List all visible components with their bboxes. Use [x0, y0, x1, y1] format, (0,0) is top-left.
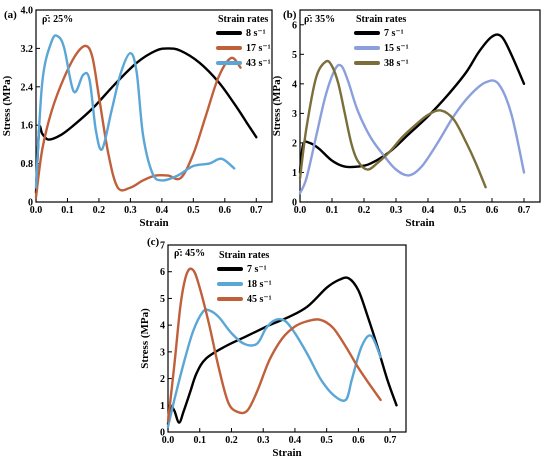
- y-tick-label: 0.8: [21, 159, 34, 170]
- x-tick-label: 0.3: [257, 435, 270, 446]
- x-tick-label: 0.6: [219, 205, 232, 216]
- y-tick-label: 0: [292, 198, 297, 209]
- y-axis-title: Stress (MPa): [139, 308, 151, 369]
- x-axis-title: Strain: [405, 217, 434, 229]
- y-tick-label: 2: [160, 374, 165, 385]
- plot-frame: [167, 244, 407, 433]
- x-tick-label: 0.7: [250, 205, 263, 216]
- legend-entry: 17 s⁻¹: [246, 43, 271, 54]
- series-line-2: [34, 44, 242, 199]
- chart-panel-b: 0.0 0.1 0.2 0.3 0.4 0.5 0.6 0.7 0 1 2 3 4 5 6 Strain Str…: [271, 9, 541, 229]
- x-tick-label: 0.3: [124, 205, 137, 216]
- legend-title: Strain rates: [219, 250, 269, 261]
- y-tick-label: 0: [160, 428, 165, 439]
- series-line-3: [298, 59, 487, 189]
- legend-entry: 7 s⁻¹: [247, 264, 267, 275]
- y-tick-label: 7: [160, 241, 165, 252]
- y-tick-label: 4: [292, 79, 297, 90]
- series-line-2: [166, 308, 382, 428]
- legend-title: Strain rates: [356, 14, 406, 25]
- y-tick-label: 5: [160, 294, 165, 305]
- y-tick-label: 5: [292, 50, 297, 61]
- density-label: ρ̄: 45%: [174, 248, 205, 259]
- x-tick-label: 0.6: [486, 205, 499, 216]
- panel-label: (b): [283, 9, 297, 21]
- chart-panel-c: 0.0 0.1 0.2 0.3 0.4 0.5 0.6 0.7 0 1 2 3 4 5 6 7 Strain St…: [139, 236, 407, 459]
- y-tick-label: 3: [292, 109, 297, 120]
- x-tick-label: 0.5: [187, 205, 200, 216]
- series-line-3: [166, 267, 382, 423]
- legend-entry: 7 s⁻¹: [384, 28, 404, 39]
- x-tick-label: 0.2: [358, 205, 371, 216]
- series-line-3: [34, 34, 236, 189]
- chart-panel-a: 0.0 0.1 0.2 0.3 0.4 0.5 0.6 0.7 0 0.8 1.6 2.4 3.2 4.0…: [1, 6, 273, 229]
- x-tick-label: 0.2: [225, 435, 238, 446]
- y-tick-label: 0: [28, 198, 33, 209]
- x-tick-label: 0.1: [61, 205, 74, 216]
- y-tick-label: 1.6: [21, 121, 34, 132]
- y-axis-title: Stress (MPa): [1, 75, 13, 136]
- x-axis-title: Strain: [272, 447, 301, 459]
- legend-entry: 38 s⁻¹: [384, 58, 409, 69]
- y-tick-label: 6: [160, 267, 165, 278]
- x-tick-label: 0.1: [326, 205, 339, 216]
- x-tick-label: 0.5: [320, 435, 333, 446]
- density-label: ρ̄: 25%: [42, 14, 73, 25]
- y-tick-label: 4: [160, 321, 165, 332]
- y-tick-label: 3.2: [21, 44, 34, 55]
- panel-label: (a): [4, 9, 17, 21]
- y-tick-label: 4.0: [21, 6, 34, 17]
- x-tick-label: 0.5: [454, 205, 467, 216]
- plot-frame: [299, 9, 541, 203]
- x-tick-label: 0.2: [93, 205, 106, 216]
- x-tick-label: 0.4: [422, 205, 435, 216]
- plot-frame: [35, 9, 273, 203]
- x-tick-label: 0.0: [162, 435, 175, 446]
- y-axis-title: Stress (MPa): [271, 75, 283, 136]
- x-tick-label: 0.0: [294, 205, 307, 216]
- panel-label: (c): [147, 236, 160, 248]
- x-tick-label: 0.0: [30, 205, 43, 216]
- x-tick-label: 0.7: [518, 205, 531, 216]
- y-tick-label: 2.4: [21, 82, 34, 93]
- x-tick-label: 0.4: [156, 205, 169, 216]
- series-line-2: [298, 63, 526, 195]
- legend-entry: 45 s⁻¹: [247, 294, 272, 305]
- y-tick-label: 1: [160, 401, 165, 412]
- legend-entry: 15 s⁻¹: [384, 43, 409, 54]
- x-tick-label: 0.1: [193, 435, 206, 446]
- y-tick-label: 1: [292, 168, 297, 179]
- legend-title: Strain rates: [218, 14, 268, 25]
- series-line-1: [34, 47, 258, 194]
- series-line-1: [298, 33, 526, 174]
- x-tick-label: 0.4: [289, 435, 302, 446]
- y-tick-label: 2: [292, 138, 297, 149]
- x-tick-label: 0.3: [390, 205, 403, 216]
- legend-entry: 8 s⁻¹: [246, 28, 266, 39]
- y-tick-label: 6: [292, 20, 297, 31]
- x-tick-label: 0.6: [352, 435, 365, 446]
- legend-entry: 43 s⁻¹: [246, 58, 271, 69]
- density-label: ρ̄: 35%: [304, 14, 335, 25]
- y-tick-label: 3: [160, 347, 165, 358]
- x-tick-label: 0.7: [384, 435, 397, 446]
- x-axis-title: Strain: [139, 217, 168, 229]
- legend-entry: 18 s⁻¹: [247, 279, 272, 290]
